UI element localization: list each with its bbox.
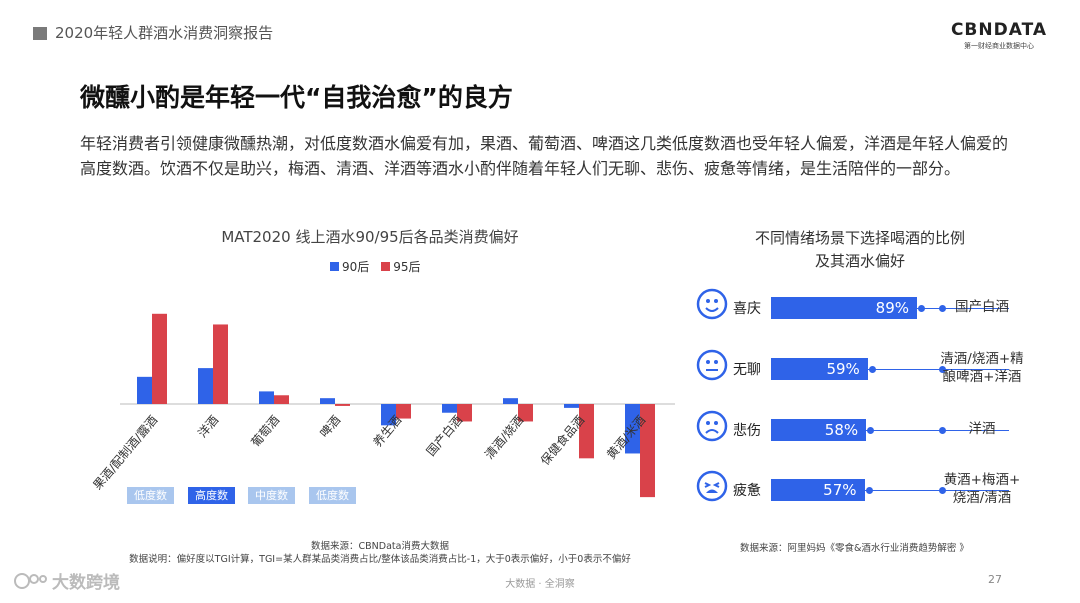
tired-face-icon — [695, 469, 729, 507]
bar-90-5 — [442, 404, 457, 413]
bar-90-2 — [259, 391, 274, 404]
emotion-row-1: 无聊 59% 清酒/烧酒+精 酿啤酒+洋酒 — [695, 348, 1035, 392]
drink-preference-2: 洋酒 — [927, 420, 1037, 438]
description-text: 年轻消费者引领健康微醺热潮，对低度数酒水偏爱有加，果酒、葡萄酒、啤酒这几类低度数… — [80, 134, 1009, 178]
degree-tag-low-1: 低度数 — [127, 487, 174, 504]
emotion-row-0: 喜庆 89% 国产白酒 — [695, 287, 1035, 331]
emotion-row-3: 疲惫 57% 黄酒+梅酒+ 烧酒/清酒 — [695, 469, 1035, 513]
watermark-logo-icon — [14, 572, 47, 589]
category-label-5: 国产白酒 — [423, 412, 465, 458]
watermark: 大数跨境 — [12, 568, 120, 593]
footer-slogan: 大数据 · 全洞察 — [505, 579, 575, 590]
emotion-value-2: 58% — [824, 421, 859, 439]
emotion-value-3: 57% — [823, 481, 857, 499]
drink-preference-0: 国产白酒 — [927, 298, 1037, 316]
legend-item-90: 90后 — [330, 258, 369, 275]
header-square-icon — [33, 27, 47, 40]
bar-90-1 — [198, 368, 213, 404]
page-title: 微醺小酌是年轻一代“自我治愈”的良方 — [80, 83, 513, 112]
emotion-bar-0: 89% — [771, 297, 917, 319]
bored-face-icon — [695, 348, 729, 386]
bar-90-0 — [137, 376, 152, 404]
connector-dot-start-1 — [868, 366, 876, 373]
connector-line-0 — [917, 308, 1009, 309]
legend-swatch-90 — [330, 262, 339, 271]
emotion-value-1: 59% — [826, 360, 860, 378]
bar-95-8 — [640, 404, 655, 498]
emotion-chart-title-line1: 不同情绪场景下选择喝酒的比例 — [754, 229, 965, 247]
legend-swatch-95 — [381, 262, 391, 271]
emotion-label-0: 喜庆 — [733, 301, 761, 317]
connector-line-2 — [866, 430, 1009, 431]
bar-95-2 — [274, 395, 289, 404]
legend-label-90: 90后 — [342, 260, 370, 274]
legend-label-95: 95后 — [393, 260, 421, 274]
emotion-value-0: 89% — [875, 299, 909, 317]
brand-subtitle: 第一财经商业数据中心 — [963, 42, 1034, 50]
connector-dot-start-3 — [865, 487, 873, 494]
emotion-bar-3: 57% — [771, 479, 865, 501]
emotion-label-2: 悲伤 — [733, 423, 761, 439]
drink-line: 酿啤酒+洋酒 — [942, 369, 1022, 385]
connector-dot-end-0 — [939, 305, 946, 312]
bar-90-8 — [625, 404, 640, 454]
emotion-bar-2: 58% — [771, 419, 867, 441]
drink-line: 洋酒 — [968, 421, 996, 437]
category-label-0: 果酒/配制酒/露酒 — [90, 413, 160, 493]
emotion-label-1: 无聊 — [733, 362, 761, 378]
watermark-text: 大数跨境 — [52, 573, 120, 593]
drink-line: 黄酒+梅酒+ — [943, 472, 1021, 488]
connector-line-3 — [864, 490, 1009, 491]
bar-90-7 — [564, 404, 579, 408]
connector-dot-end-2 — [939, 427, 946, 434]
bar-chart-title: MAT2020 线上酒水90/95后各品类消费偏好 — [221, 228, 519, 246]
drink-line: 烧酒/清酒 — [952, 490, 1012, 506]
emotion-bar-1: 59% — [771, 358, 868, 380]
bar-95-5 — [457, 404, 472, 422]
connector-dot-end-1 — [939, 366, 946, 373]
bar-90-6 — [503, 398, 518, 404]
drink-line: 国产白酒 — [955, 299, 1009, 315]
category-label-2: 葡萄酒 — [248, 413, 282, 450]
report-title: 2020年轻人群酒水消费洞察报告 — [55, 24, 274, 42]
degree-tag-medium: 中度数 — [248, 487, 295, 504]
legend-item-95: 95后 — [381, 258, 421, 275]
category-label-1: 洋酒 — [194, 412, 221, 440]
emotion-label-3: 疲惫 — [733, 483, 761, 499]
bar-90-4 — [381, 404, 396, 426]
connector-dot-end-3 — [939, 487, 946, 494]
category-label-3: 啤酒 — [316, 412, 343, 440]
left-chart-source: 数据来源：CBNData消费大数据 — [311, 541, 449, 552]
emotion-row-2: 悲伤 58% 洋酒 — [695, 409, 1035, 453]
degree-tag-low-2: 低度数 — [309, 487, 356, 504]
bar-95-4 — [396, 404, 411, 419]
bar-90-3 — [320, 398, 335, 404]
category-label-6: 清酒/烧酒 — [482, 413, 526, 462]
right-chart-source: 数据来源：阿里妈妈《零食&酒水行业消费趋势解密 》 — [740, 543, 969, 554]
drink-preference-1: 清酒/烧酒+精 酿啤酒+洋酒 — [927, 350, 1037, 386]
left-chart-note: 数据说明：偏好度以TGI计算，TGI=某人群某品类消费占比/整体该品类消费占比-… — [129, 554, 631, 565]
chart-legend: 90后 95后 — [330, 258, 421, 275]
bar-95-0 — [152, 313, 167, 404]
brand-name: CBNDATA — [950, 20, 1047, 40]
happy-face-icon — [695, 287, 729, 325]
brand-logo: CBNDATA 第一财经商业数据中心 — [951, 20, 1047, 51]
drink-preference-3: 黄酒+梅酒+ 烧酒/清酒 — [927, 471, 1037, 507]
bar-95-3 — [335, 404, 350, 406]
drink-line: 清酒/烧酒+精 — [940, 351, 1024, 367]
connector-line-1 — [867, 369, 1009, 370]
category-preference-bar-chart: 果酒/配制酒/露酒 洋酒 葡萄酒 啤酒 养生酒 国产白酒 清酒/烧酒 保健食品酒 黄酒/米酒 — [90, 313, 675, 498]
bar-95-6 — [518, 404, 533, 422]
bar-95-1 — [213, 324, 228, 404]
page-number: 27 — [988, 573, 1002, 586]
emotion-chart-title: 不同情绪场景下选择喝酒的比例 及其酒水偏好 — [740, 227, 980, 273]
connector-dot-start-2 — [867, 427, 875, 434]
connector-dot-start-0 — [918, 305, 925, 312]
emotion-chart-title-line2: 及其酒水偏好 — [814, 252, 905, 270]
degree-tag-high: 高度数 — [188, 487, 235, 504]
bar-95-7 — [579, 404, 594, 459]
sad-face-icon — [695, 409, 729, 447]
